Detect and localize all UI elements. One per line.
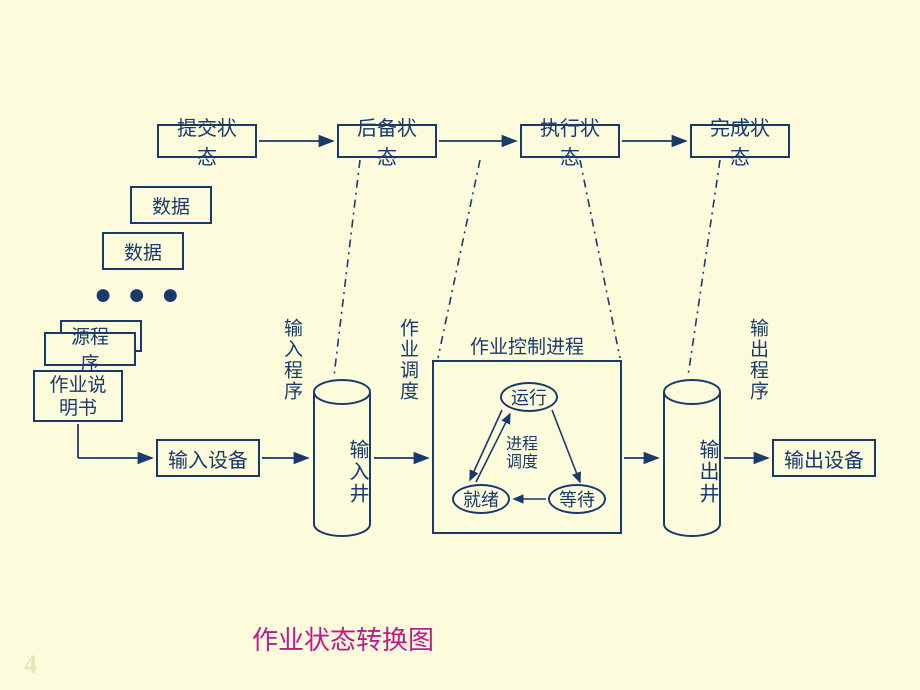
state-execute: 执行状态 — [520, 124, 620, 158]
ellipsis-dots: ● ● ● — [94, 278, 183, 312]
label: 输入设备 — [168, 444, 248, 473]
label: 运行 — [511, 384, 547, 410]
stack-manual: 作业说 明书 — [33, 370, 123, 422]
label: 后备状态 — [349, 112, 425, 170]
oval-ready: 就绪 — [452, 484, 510, 514]
label: 数据 — [124, 238, 162, 265]
state-backup: 后备状态 — [337, 124, 437, 158]
process-container: 作业控制进程 运行 就绪 等待 进程 调度 — [432, 360, 622, 534]
vlabel-input-prog: 输入程序 — [278, 318, 305, 402]
label: 输出井 — [662, 439, 722, 505]
oval-run: 运行 — [500, 382, 558, 412]
stack-data-front: 数据 — [102, 232, 184, 270]
process-title: 作业控制进程 — [434, 332, 620, 359]
label: 源程序 — [64, 322, 116, 376]
label: 作业说 明书 — [49, 375, 106, 421]
label: 数据 — [152, 192, 190, 219]
cylinder-input-well: 输入井 — [312, 378, 372, 538]
label: 执行状态 — [532, 112, 608, 170]
label: 提交状态 — [169, 112, 245, 170]
label: 等待 — [559, 486, 595, 512]
page-number: 4 — [24, 650, 37, 680]
output-device: 输出设备 — [772, 439, 876, 477]
stack-data-back: 数据 — [130, 186, 212, 224]
cylinder-output-well: 输出井 — [662, 378, 722, 538]
vlabel-output-prog: 输出程序 — [744, 318, 771, 402]
label-proc-sched: 进程 调度 — [506, 436, 538, 471]
oval-wait: 等待 — [548, 484, 606, 514]
label: 完成状态 — [702, 112, 778, 170]
vlabel-job-sched: 作业调度 — [394, 318, 421, 402]
label: 输入井 — [312, 439, 372, 505]
input-device: 输入设备 — [156, 439, 260, 477]
label: 就绪 — [463, 486, 499, 512]
label: 输出设备 — [784, 444, 864, 473]
state-submit: 提交状态 — [157, 124, 257, 158]
diagram-caption: 作业状态转换图 — [252, 620, 434, 657]
state-complete: 完成状态 — [690, 124, 790, 158]
stack-src-front: 源程序 — [44, 332, 136, 366]
